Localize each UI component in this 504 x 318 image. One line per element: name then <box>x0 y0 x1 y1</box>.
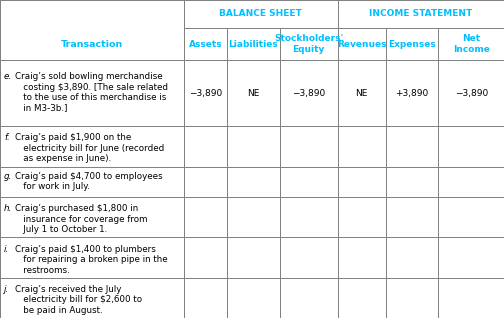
Text: NE: NE <box>247 89 260 98</box>
Text: Craig’s paid $1,400 to plumbers
   for repairing a broken pipe in the
   restroo: Craig’s paid $1,400 to plumbers for repa… <box>15 245 168 274</box>
Bar <box>438 278 504 318</box>
Bar <box>438 167 504 197</box>
Bar <box>227 197 280 238</box>
Bar <box>280 60 338 126</box>
Bar <box>184 167 227 197</box>
Bar <box>338 0 504 28</box>
Bar <box>227 28 280 60</box>
Text: i.: i. <box>4 245 9 254</box>
Bar <box>184 238 227 278</box>
Text: +3,890: +3,890 <box>396 89 428 98</box>
Text: BALANCE SHEET: BALANCE SHEET <box>219 10 302 18</box>
Bar <box>386 60 438 126</box>
Bar <box>338 126 386 167</box>
Bar <box>280 167 338 197</box>
Text: Stockholders'
Equity: Stockholders' Equity <box>274 34 343 54</box>
Bar <box>438 197 504 238</box>
Bar <box>0 167 184 197</box>
Bar <box>184 126 227 167</box>
Text: Net
Income: Net Income <box>453 34 490 54</box>
Bar <box>227 126 280 167</box>
Bar <box>227 238 280 278</box>
Bar <box>338 60 386 126</box>
Bar <box>184 28 227 60</box>
Text: h.: h. <box>4 204 12 213</box>
Text: −3,890: −3,890 <box>292 89 325 98</box>
Bar <box>0 126 184 167</box>
Bar <box>227 167 280 197</box>
Bar <box>227 60 280 126</box>
Text: e.: e. <box>4 72 12 81</box>
Bar <box>184 60 227 126</box>
Bar <box>338 197 386 238</box>
Bar <box>184 197 227 238</box>
Bar <box>438 238 504 278</box>
Text: Craig’s sold bowling merchandise
   costing $3,890. [The sale related
   to the : Craig’s sold bowling merchandise costing… <box>15 72 168 113</box>
Text: g.: g. <box>4 172 12 181</box>
Bar <box>338 28 386 60</box>
Bar <box>280 126 338 167</box>
Bar <box>338 278 386 318</box>
Bar <box>438 60 504 126</box>
Bar <box>0 197 184 238</box>
Bar <box>0 238 184 278</box>
Text: Craig’s purchased $1,800 in
   insurance for coverage from
   July 1 to October : Craig’s purchased $1,800 in insurance fo… <box>15 204 148 234</box>
Bar <box>0 0 184 60</box>
Text: INCOME STATEMENT: INCOME STATEMENT <box>369 10 472 18</box>
Text: Transaction: Transaction <box>61 40 123 49</box>
Bar <box>386 197 438 238</box>
Bar <box>280 197 338 238</box>
Text: Expenses: Expenses <box>388 40 436 49</box>
Text: Craig’s paid $4,700 to employees
   for work in July.: Craig’s paid $4,700 to employees for wor… <box>15 172 163 191</box>
Bar <box>280 278 338 318</box>
Text: f.: f. <box>4 134 10 142</box>
Bar <box>386 278 438 318</box>
Text: Liabilities: Liabilities <box>228 40 278 49</box>
Bar <box>0 60 184 126</box>
Bar <box>386 167 438 197</box>
Bar <box>386 238 438 278</box>
Text: −3,890: −3,890 <box>189 89 222 98</box>
Bar <box>338 238 386 278</box>
Bar <box>184 0 338 28</box>
Bar <box>184 278 227 318</box>
Text: NE: NE <box>355 89 368 98</box>
Bar <box>280 28 338 60</box>
Text: Revenues: Revenues <box>337 40 387 49</box>
Text: −3,890: −3,890 <box>455 89 488 98</box>
Bar <box>438 28 504 60</box>
Bar <box>386 28 438 60</box>
Bar <box>386 126 438 167</box>
Text: Craig’s paid $1,900 on the
   electricity bill for June (recorded
   as expense : Craig’s paid $1,900 on the electricity b… <box>15 134 164 163</box>
Bar <box>338 167 386 197</box>
Bar <box>438 126 504 167</box>
Bar <box>280 238 338 278</box>
Bar <box>0 278 184 318</box>
Bar <box>227 278 280 318</box>
Text: j.: j. <box>4 285 9 294</box>
Text: Assets: Assets <box>188 40 222 49</box>
Text: Craig’s received the July
   electricity bill for $2,600 to
   be paid in August: Craig’s received the July electricity bi… <box>15 285 142 315</box>
